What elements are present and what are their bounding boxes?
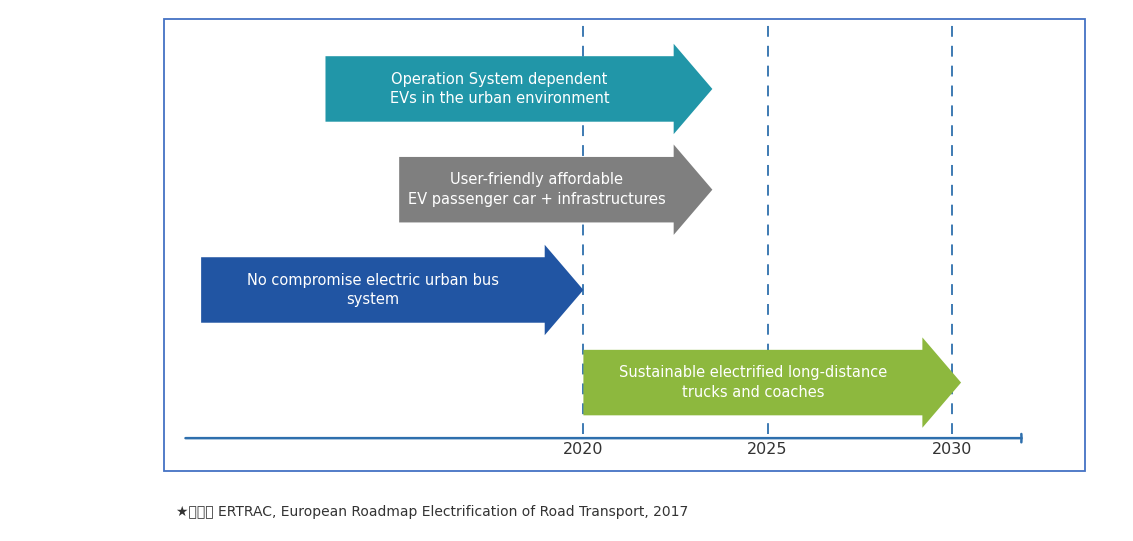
- Text: No compromise electric urban bus
system: No compromise electric urban bus system: [247, 273, 499, 307]
- Polygon shape: [202, 245, 583, 335]
- Polygon shape: [583, 338, 961, 428]
- Polygon shape: [325, 44, 713, 134]
- Text: 2020: 2020: [563, 442, 604, 457]
- Text: User-friendly affordable
EV passenger car + infrastructures: User-friendly affordable EV passenger ca…: [408, 172, 665, 207]
- Text: ★자료： ERTRAC, European Roadmap Electrification of Road Transport, 2017: ★자료： ERTRAC, European Roadmap Electrific…: [176, 505, 688, 519]
- Text: 2025: 2025: [748, 442, 787, 457]
- Text: Operation System dependent
EVs in the urban environment: Operation System dependent EVs in the ur…: [390, 71, 610, 107]
- Text: 2030: 2030: [931, 442, 972, 457]
- FancyBboxPatch shape: [164, 19, 1085, 471]
- Polygon shape: [399, 144, 713, 235]
- Text: Sustainable electrified long-distance
trucks and coaches: Sustainable electrified long-distance tr…: [619, 365, 887, 400]
